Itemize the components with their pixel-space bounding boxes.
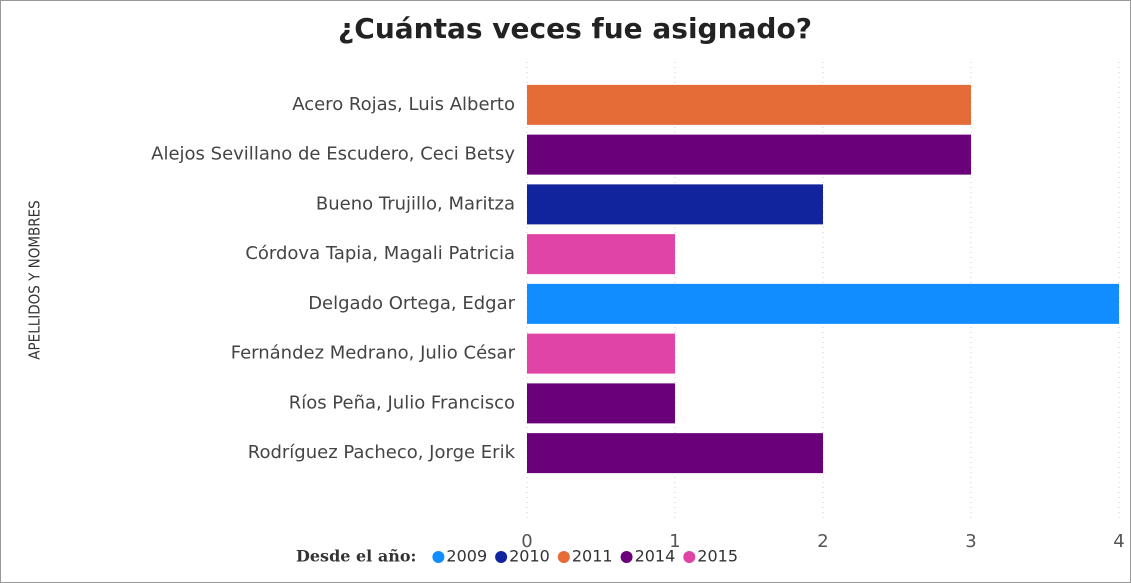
legend-title: Desde el año: bbox=[296, 547, 416, 566]
legend-marker bbox=[495, 551, 508, 563]
y-tick-label: Córdova Tapia, Magali Patricia bbox=[245, 243, 515, 264]
bar bbox=[527, 234, 675, 275]
legend-marker bbox=[620, 551, 633, 563]
bar bbox=[527, 184, 823, 225]
y-tick-label: Alejos Sevillano de Escudero, Ceci Betsy bbox=[151, 144, 515, 165]
y-tick-label: Rodríguez Pacheco, Jorge Erik bbox=[248, 442, 516, 463]
y-tick-label: Acero Rojas, Luis Alberto bbox=[292, 94, 515, 115]
legend-label: 2009 bbox=[446, 547, 487, 566]
legend-label: 2014 bbox=[635, 547, 676, 566]
y-axis-label: APELLIDOS Y NOMBRES bbox=[26, 200, 44, 359]
bar bbox=[527, 433, 823, 474]
legend-label: 2015 bbox=[697, 547, 738, 566]
bar bbox=[527, 84, 971, 125]
bar bbox=[527, 383, 675, 424]
legend-marker bbox=[432, 551, 445, 563]
x-tick-label: 0 bbox=[521, 531, 532, 552]
chart-title: ¿Cuántas veces fue asignado? bbox=[338, 12, 812, 45]
x-tick-label: 4 bbox=[1113, 531, 1124, 552]
y-tick-label: Fernández Medrano, Julio César bbox=[231, 343, 516, 364]
legend-label: 2011 bbox=[572, 547, 613, 566]
y-tick-label: Bueno Trujillo, Maritza bbox=[316, 193, 515, 214]
y-tick-label: Delgado Ortega, Edgar bbox=[308, 293, 515, 314]
bar bbox=[527, 333, 675, 374]
bar bbox=[527, 134, 971, 175]
x-tick-label: 1 bbox=[669, 531, 680, 552]
y-tick-label: Ríos Peña, Julio Francisco bbox=[289, 392, 515, 413]
legend-marker bbox=[557, 551, 570, 563]
x-tick-label: 3 bbox=[965, 531, 976, 552]
x-tick-label: 2 bbox=[817, 531, 828, 552]
legend-marker bbox=[683, 551, 696, 563]
legend-label: 2010 bbox=[509, 547, 550, 566]
bar bbox=[527, 283, 1119, 324]
